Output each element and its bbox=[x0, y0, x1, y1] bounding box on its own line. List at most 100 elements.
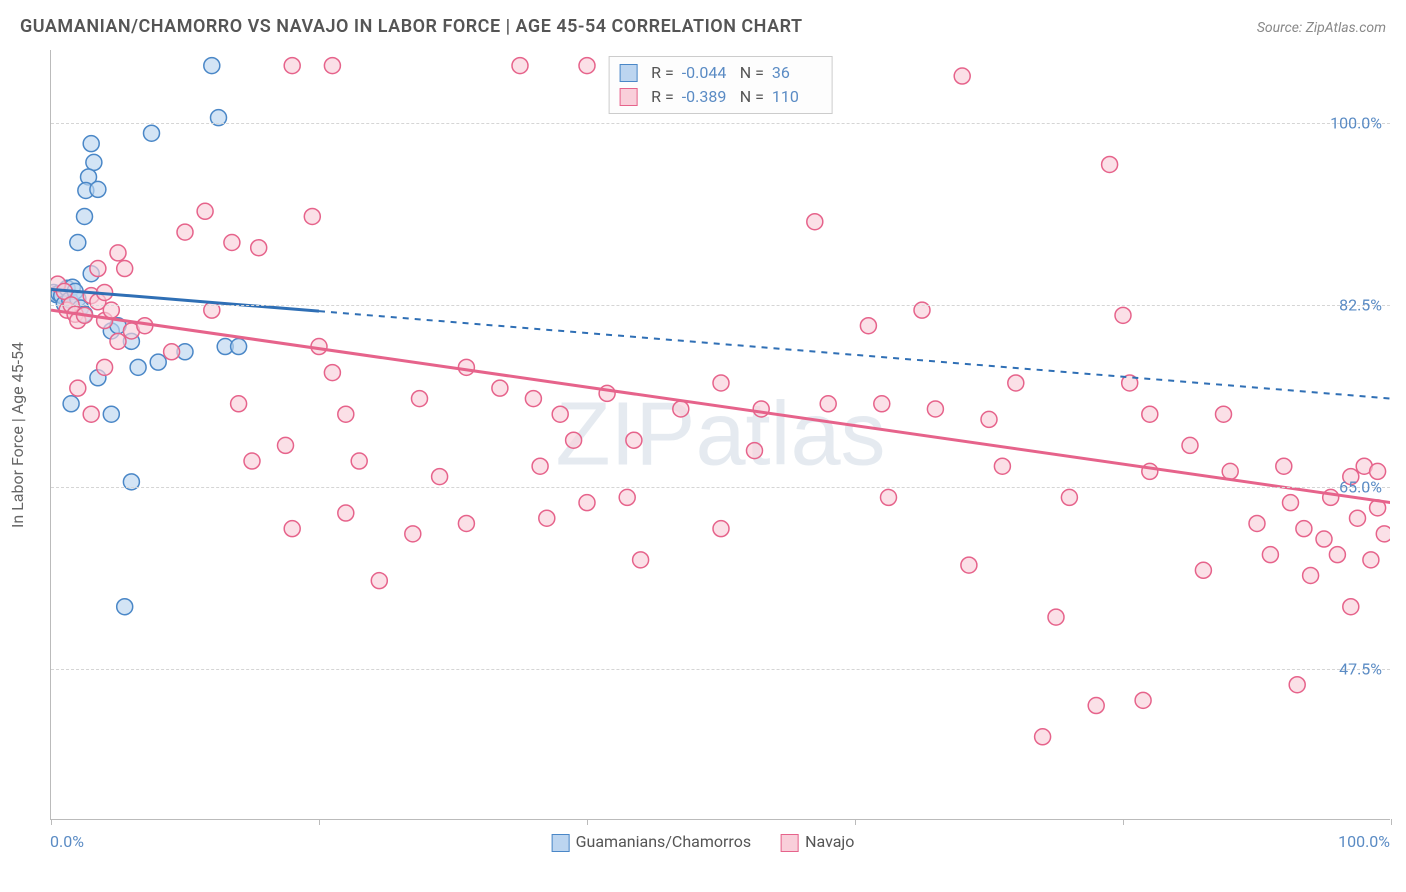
x-tick bbox=[319, 819, 320, 825]
x-tick bbox=[855, 819, 856, 825]
data-point bbox=[117, 599, 133, 615]
scatter-svg bbox=[51, 50, 1390, 819]
data-point bbox=[70, 380, 86, 396]
grid-line bbox=[51, 669, 1390, 670]
data-point bbox=[881, 489, 897, 505]
data-point bbox=[164, 344, 180, 360]
data-point bbox=[1102, 156, 1118, 172]
data-point bbox=[579, 58, 595, 74]
grid-line bbox=[51, 305, 1390, 306]
y-tick-label: 47.5% bbox=[1339, 660, 1382, 679]
data-point bbox=[90, 261, 106, 277]
grid-line bbox=[51, 123, 1390, 124]
data-point bbox=[1195, 562, 1211, 578]
data-point bbox=[324, 58, 340, 74]
data-point bbox=[1216, 406, 1232, 422]
data-point bbox=[874, 396, 890, 412]
data-point bbox=[77, 208, 93, 224]
y-axis-label: In Labor Force | Age 45-54 bbox=[8, 342, 27, 528]
legend-r-label: R = bbox=[651, 85, 674, 109]
legend-label: Guamanians/Chamorros bbox=[576, 832, 751, 851]
data-point bbox=[807, 214, 823, 230]
data-point bbox=[86, 154, 102, 170]
data-point bbox=[954, 68, 970, 84]
data-point bbox=[512, 58, 528, 74]
data-point bbox=[412, 391, 428, 407]
data-point bbox=[994, 458, 1010, 474]
legend-top-row: R =-0.044N =36 bbox=[619, 61, 822, 85]
legend-r-value: -0.044 bbox=[682, 61, 732, 85]
data-point bbox=[244, 453, 260, 469]
data-point bbox=[927, 401, 943, 417]
data-point bbox=[197, 203, 213, 219]
data-point bbox=[713, 375, 729, 391]
data-point bbox=[204, 58, 220, 74]
data-point bbox=[458, 515, 474, 531]
data-point bbox=[1303, 567, 1319, 583]
data-point bbox=[103, 406, 119, 422]
data-point bbox=[525, 391, 541, 407]
data-point bbox=[1343, 599, 1359, 615]
x-tick-label-left: 0.0% bbox=[50, 832, 84, 851]
data-point bbox=[432, 469, 448, 485]
data-point bbox=[284, 521, 300, 537]
source-credit: Source: ZipAtlas.com bbox=[1257, 20, 1386, 36]
data-point bbox=[1182, 437, 1198, 453]
data-point bbox=[304, 208, 320, 224]
legend-r-label: R = bbox=[651, 61, 674, 85]
legend-swatch bbox=[781, 834, 799, 852]
data-point bbox=[1276, 458, 1292, 474]
data-point bbox=[539, 510, 555, 526]
data-point bbox=[83, 136, 99, 152]
legend-swatch bbox=[552, 834, 570, 852]
x-tick bbox=[1391, 819, 1392, 825]
data-point bbox=[1249, 515, 1265, 531]
legend-n-value: 36 bbox=[772, 61, 822, 85]
data-point bbox=[1289, 677, 1305, 693]
data-point bbox=[753, 401, 769, 417]
data-point bbox=[90, 181, 106, 197]
data-point bbox=[177, 224, 193, 240]
data-point bbox=[673, 401, 689, 417]
data-point bbox=[1115, 307, 1131, 323]
regression-line bbox=[51, 310, 1390, 503]
data-point bbox=[1376, 526, 1390, 542]
x-tick bbox=[587, 819, 588, 825]
y-tick-label: 82.5% bbox=[1339, 295, 1382, 314]
data-point bbox=[747, 443, 763, 459]
data-point bbox=[224, 235, 240, 251]
data-point bbox=[1035, 729, 1051, 745]
data-point bbox=[1008, 375, 1024, 391]
data-point bbox=[371, 573, 387, 589]
legend-top: R =-0.044N =36R =-0.389N =110 bbox=[608, 56, 833, 114]
data-point bbox=[1142, 406, 1158, 422]
data-point bbox=[1061, 489, 1077, 505]
data-point bbox=[532, 458, 548, 474]
legend-item: Navajo bbox=[781, 832, 854, 852]
regression-line-dashed bbox=[319, 311, 1390, 398]
data-point bbox=[110, 245, 126, 261]
data-point bbox=[458, 359, 474, 375]
data-point bbox=[1350, 510, 1366, 526]
data-point bbox=[619, 489, 635, 505]
data-point bbox=[144, 125, 160, 141]
plot-area: ZIPatlas R =-0.044N =36R =-0.389N =110 1… bbox=[50, 50, 1390, 820]
data-point bbox=[633, 552, 649, 568]
data-point bbox=[961, 557, 977, 573]
legend-swatch bbox=[619, 64, 637, 82]
data-point bbox=[1262, 547, 1278, 563]
data-point bbox=[117, 261, 133, 277]
data-point bbox=[231, 339, 247, 355]
data-point bbox=[566, 432, 582, 448]
legend-item: Guamanians/Chamorros bbox=[552, 832, 751, 852]
y-tick-label: 65.0% bbox=[1339, 478, 1382, 497]
data-point bbox=[278, 437, 294, 453]
data-point bbox=[552, 406, 568, 422]
data-point bbox=[1316, 531, 1332, 547]
data-point bbox=[626, 432, 642, 448]
data-point bbox=[338, 505, 354, 521]
grid-line bbox=[51, 487, 1390, 488]
data-point bbox=[1363, 552, 1379, 568]
legend-n-label: N = bbox=[740, 85, 764, 109]
legend-swatch bbox=[619, 88, 637, 106]
